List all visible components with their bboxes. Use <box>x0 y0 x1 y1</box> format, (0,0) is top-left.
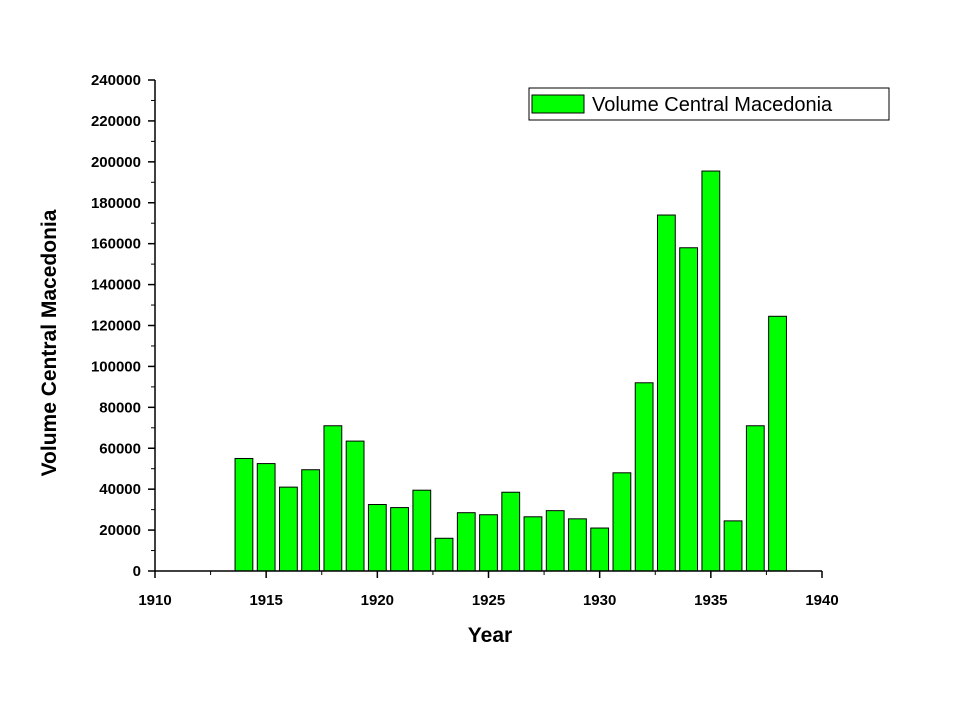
y-tick-label: 60000 <box>99 440 141 457</box>
bar-1928 <box>545 510 565 572</box>
y-tick-label: 140000 <box>91 277 141 294</box>
bar-1917 <box>301 469 321 572</box>
legend-label: Volume Central Macedonia <box>592 94 833 116</box>
legend-swatch <box>531 94 585 114</box>
bar-1931 <box>612 472 632 572</box>
x-tick-label: 1915 <box>249 592 282 609</box>
y-tick-label: 80000 <box>99 399 141 416</box>
bar-1922 <box>412 489 432 572</box>
bars-group <box>234 170 787 572</box>
bar-1924 <box>456 512 476 572</box>
x-tick-label: 1940 <box>805 592 838 609</box>
bar-1915 <box>256 463 276 572</box>
bar-1936 <box>723 520 743 572</box>
bar-1925 <box>479 514 498 572</box>
legend-box <box>528 87 890 121</box>
x-axis-title: Year <box>468 624 512 647</box>
axes-group <box>148 79 823 578</box>
y-tick-label: 220000 <box>91 113 141 130</box>
y-tick-labels: 0 20000 40000 60000 80000 100000 120000 140000 1… <box>91 72 141 580</box>
y-tick-label: 0 <box>133 563 141 580</box>
bar-1938 <box>768 315 787 572</box>
x-tick-label: 1925 <box>472 592 505 609</box>
bar-1918 <box>323 425 343 572</box>
bar-1927 <box>523 516 543 572</box>
legend: Volume Central Macedonia <box>528 87 890 121</box>
bar-1926 <box>501 491 521 572</box>
x-tick-label: 1935 <box>694 592 727 609</box>
bar-1933 <box>656 214 676 572</box>
y-tick-label: 240000 <box>91 72 141 89</box>
y-tick-label: 160000 <box>91 236 141 253</box>
y-tick-label: 100000 <box>91 358 141 375</box>
x-tick-label: 1910 <box>138 592 171 609</box>
bar-1923 <box>434 537 454 572</box>
y-tick-label: 180000 <box>91 195 141 212</box>
y-axis-title: Volume Central Macedonia <box>38 209 61 476</box>
bar-1935 <box>701 170 721 572</box>
bar-1921 <box>390 507 409 572</box>
y-tick-label: 20000 <box>99 522 141 539</box>
y-tick-label: 120000 <box>91 318 141 335</box>
bar-1914 <box>234 457 254 572</box>
y-tick-label: 40000 <box>99 481 141 498</box>
bar-1929 <box>568 518 587 572</box>
x-tick-labels: 1910 1915 1920 1925 1930 1935 1940 <box>138 592 838 609</box>
bar-1937 <box>745 425 765 572</box>
bar-1920 <box>367 504 387 572</box>
bar-1930 <box>590 527 610 572</box>
bar-1916 <box>279 486 298 572</box>
x-tick-label: 1930 <box>583 592 616 609</box>
bar-1919 <box>345 440 365 572</box>
y-tick-label: 200000 <box>91 154 141 171</box>
bar-1934 <box>679 247 699 572</box>
bar-1932 <box>634 382 654 572</box>
x-tick-label: 1920 <box>361 592 394 609</box>
